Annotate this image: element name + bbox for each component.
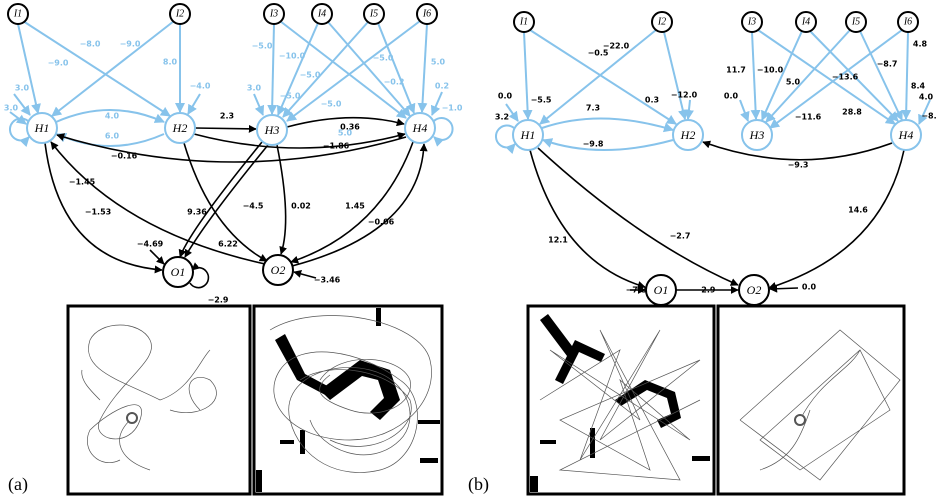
panel-label: (a) [8,474,28,495]
weight-label: 0.0 [802,283,817,292]
weight-label: 5.0 [431,58,446,67]
node-label: I5 [851,16,860,27]
network-b-edges [495,29,931,294]
weight-label: 6.22 [218,240,238,249]
weight-label: 7.3 [586,104,600,113]
weight-label: −8.0 [80,40,101,49]
weight-label: 4.0 [919,93,934,102]
weight-label: −4.5 [243,202,264,211]
weight-label: −1.86 [323,142,350,151]
weight-label: 3.0 [247,84,262,93]
node-label: H2 [172,121,188,135]
node-label: H3 [749,128,765,142]
weight-label: −9.0 [48,59,69,68]
weight-label: 0.2 [435,82,449,91]
weight-label: 1.45 [345,202,365,211]
node-label: H4 [898,128,914,142]
weight-label: 12.1 [548,236,568,245]
node-label: O1 [171,265,186,279]
weight-label: −7.8 [626,286,647,295]
weight-label: −11.6 [795,113,822,122]
weight-label: 0.3 [645,96,659,105]
node-label: H4 [412,121,428,135]
weight-label: 5.0 [786,78,801,87]
weight-label: −5.0 [300,71,321,80]
node-label: I4 [801,16,810,27]
weight-label: −2.7 [670,232,691,241]
weight-label: −4.69 [137,240,164,249]
weight-label: −1.0 [442,104,463,113]
node-label: H1 [520,128,536,142]
weight-label: −5.5 [531,96,552,105]
weight-label: −2.9 [208,296,229,305]
weight-label: 2.3 [220,112,234,121]
weight-label: 0.36 [340,123,360,132]
weight-label: 3.2 [495,113,509,122]
node-label: I2 [175,8,184,19]
weight-label: 4.0 [105,112,120,121]
node-label: H3 [264,123,280,137]
weight-label: −8.7 [877,60,898,69]
weight-label: −0.2 [384,78,405,87]
weight-label: 11.7 [726,66,746,75]
node-label: O1 [654,283,669,297]
trajectory-plots-a [66,304,444,496]
node-label: I6 [903,16,912,27]
weight-label: 8.0 [163,58,178,67]
weight-label: −0.5 [588,49,609,58]
weight-label: −22.0 [603,42,630,51]
node-label: I6 [422,8,431,19]
weight-label: −1.45 [69,178,96,187]
weight-label: 3.0 [15,84,30,93]
weight-label: −10.0 [757,66,784,75]
weight-label: 9.36 [187,208,207,217]
node-label: H1 [34,121,50,135]
weight-label: 6.0 [105,132,120,141]
weight-label: −3.46 [314,276,341,285]
node-label: O2 [747,283,762,297]
weight-label: −0.16 [111,152,138,161]
node-label: I1 [519,16,528,27]
weight-label: −13.6 [832,73,859,82]
weight-label: 3.0 [4,104,19,113]
weight-label: 28.8 [842,108,862,117]
weight-label: −12.0 [671,91,698,100]
nodes [7,3,922,306]
weight-label: −5.0 [280,92,301,101]
weight-label: −5.0 [321,100,342,109]
weight-label: −8. [921,112,936,121]
node-label: O2 [271,263,286,277]
weight-label: −0.06 [368,218,395,227]
weight-label: 4.8 [913,40,928,49]
node-label: I3 [269,8,278,19]
weight-label: −9.0 [120,40,141,49]
weight-label: 0.0 [724,92,739,101]
panel-label: (b) [468,474,489,495]
node-label: I4 [317,8,326,19]
weight-label: −5.0 [373,54,394,63]
weight-label: −2.9 [695,286,716,295]
weight-label: 0.02 [291,202,311,211]
weight-label: 8.4 [911,82,926,91]
weight-label: 14.6 [848,206,868,215]
node-label: I2 [657,16,666,27]
weight-label: −9.3 [788,161,809,170]
weight-label: −9.8 [583,140,604,149]
node-label: I1 [13,8,22,19]
node-label: I5 [369,8,378,19]
weight-label: −1.53 [85,208,111,217]
weight-label: 5.0 [338,129,353,138]
weight-label: −5.0 [252,42,273,51]
network-a-edges [9,20,454,289]
trajectory-plots-b [526,304,906,496]
weight-label: −4.0 [190,82,211,91]
node-label: H2 [680,128,696,142]
node-label: I3 [747,16,756,27]
weight-label: −10.0 [279,52,306,61]
weight-label: 0.0 [498,92,513,101]
